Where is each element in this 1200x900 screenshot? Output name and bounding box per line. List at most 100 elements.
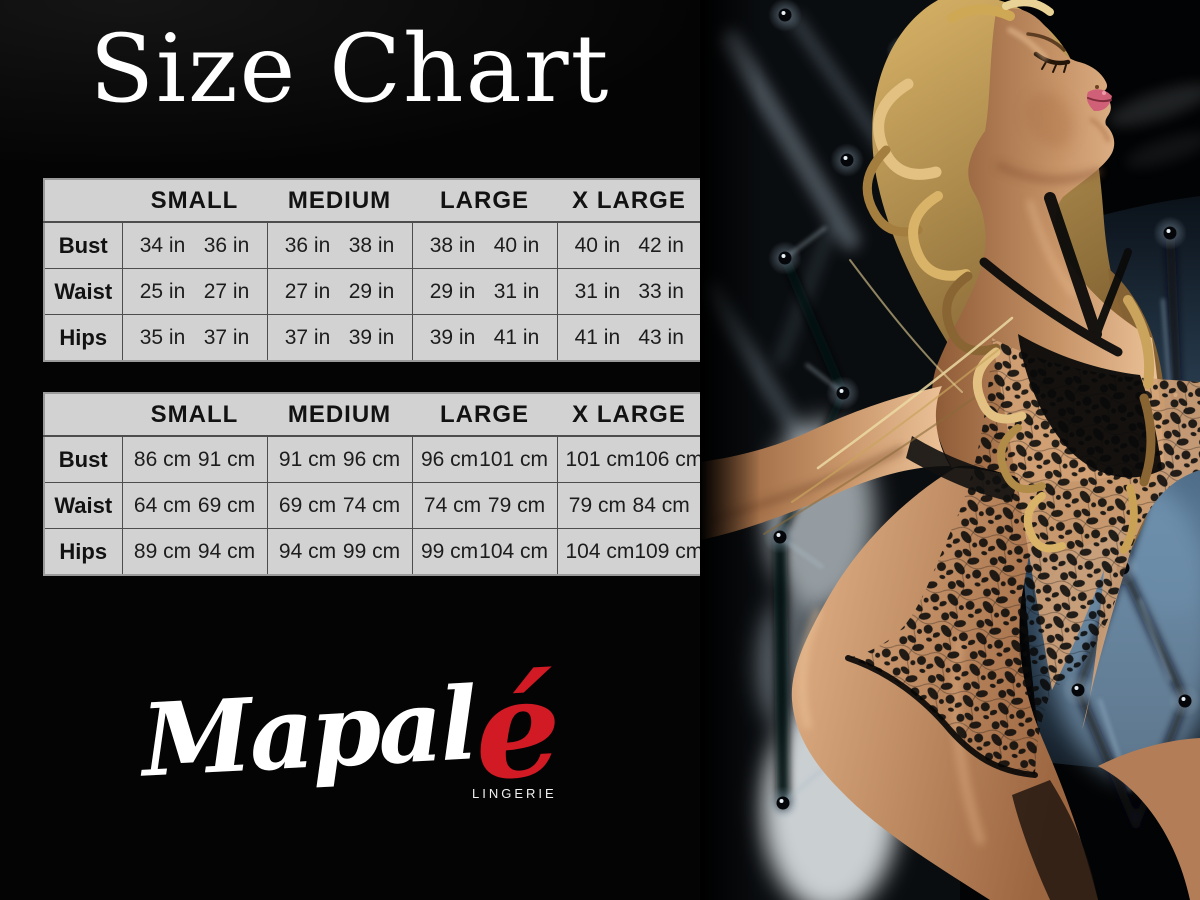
measurement-pair: 31 in 33 in	[558, 280, 702, 304]
size-col-header: SMALL	[122, 393, 267, 437]
measurement-value: 106 cm	[634, 447, 704, 471]
measurement-pair: 27 in 29 in	[268, 280, 412, 304]
measurement-pair: 64 cm 69 cm	[123, 494, 267, 518]
measurement-value: 36 in	[284, 233, 331, 257]
measurement-value: 74 cm	[342, 493, 401, 517]
measurement-cell: 91 cm 96 cm	[266, 435, 413, 483]
measurement-pair: 96 cm 101 cm	[413, 448, 557, 472]
measurement-value: 96 cm	[420, 447, 479, 471]
measurement-cell: 25 in 27 in	[121, 268, 268, 315]
nostril	[1095, 85, 1099, 89]
measurement-value: 39 in	[429, 325, 476, 349]
underbust-band	[906, 436, 1018, 502]
bra-cup	[1018, 334, 1162, 478]
row-label: Waist	[43, 482, 123, 529]
size-col-header: X LARGE	[557, 179, 702, 223]
header-row: SMALL MEDIUM LARGE X LARGE	[44, 179, 702, 223]
measurement-cell: 37 in 39 in	[266, 314, 413, 362]
measurement-cell: 40 in 42 in	[556, 221, 703, 269]
table-row: Bust 86 cm 91 cm 91 cm 96 cm 96 cm 101 cm 1…	[43, 435, 704, 483]
lace-edge	[845, 655, 1038, 778]
size-col-header: LARGE	[412, 393, 557, 437]
size-col-header: X LARGE	[557, 393, 702, 437]
measurement-pair: 38 in 40 in	[413, 234, 557, 258]
measurement-value: 40 in	[574, 233, 621, 257]
measurement-cell: 99 cm 104 cm	[411, 528, 558, 576]
table-row: Hips 35 in 37 in 37 in 39 in 39 in 41 in 41…	[43, 314, 703, 362]
measurement-value: 79 cm	[568, 493, 626, 517]
measurement-pair: 101 cm 106 cm	[558, 447, 704, 472]
hair-curls-front	[763, 0, 1156, 554]
leg-gap-shadow	[1012, 780, 1098, 900]
measurement-cell: 104 cm 109 cm	[556, 528, 704, 576]
chart-panel: Size Chart SMALL MEDIUM LARGE X LARGE Bu…	[0, 0, 703, 900]
table-row: Waist 25 in 27 in 27 in 29 in 29 in 31 in 3…	[43, 268, 703, 315]
brand-wordmark-main: Mapal	[138, 664, 478, 800]
measurement-pair: 86 cm 91 cm	[123, 448, 267, 472]
size-col-header: MEDIUM	[267, 393, 412, 437]
row-label: Bust	[43, 221, 123, 269]
measurement-value: 104 cm	[479, 539, 549, 563]
measurement-pair: 91 cm 96 cm	[268, 448, 412, 472]
measurement-pair: 34 in 36 in	[123, 234, 267, 258]
size-table-inches: SMALL MEDIUM LARGE X LARGE Bust 34 in 36 …	[43, 178, 703, 362]
closed-eye-lashes	[1033, 51, 1071, 66]
measurement-cell: 101 cm 106 cm	[556, 435, 704, 483]
measurement-value: 35 in	[139, 325, 186, 349]
measurement-pair: 35 in 37 in	[123, 326, 267, 350]
edge-fades	[700, 0, 1200, 900]
measurement-cell: 64 cm 69 cm	[121, 482, 268, 529]
row-label: Bust	[43, 435, 123, 483]
measurement-cell: 86 cm 91 cm	[121, 435, 268, 483]
measurement-cell: 36 in 38 in	[266, 221, 413, 269]
measurement-value: 91 cm	[278, 447, 337, 471]
measurement-value: 27 in	[203, 279, 250, 303]
measurement-pair: 25 in 27 in	[123, 280, 267, 304]
size-table-centimeters: SMALL MEDIUM LARGE X LARGE Bust 86 cm 91 …	[43, 392, 703, 576]
lace-bodysuit	[845, 192, 1200, 778]
measurement-value: 37 in	[203, 325, 250, 349]
measurement-value: 39 in	[348, 325, 395, 349]
measurement-cell: 79 cm 84 cm	[556, 482, 703, 529]
measurement-value: 31 in	[493, 279, 540, 303]
size-col-header: MEDIUM	[267, 179, 412, 223]
measurement-value: 89 cm	[133, 539, 192, 563]
measurement-pair: 79 cm 84 cm	[558, 494, 702, 518]
measurement-cell: 89 cm 94 cm	[121, 528, 268, 576]
measurement-pair: 104 cm 109 cm	[558, 539, 704, 564]
measurement-value: 25 in	[139, 279, 186, 303]
harness-straps	[979, 192, 1132, 357]
measurement-pair: 74 cm 79 cm	[413, 494, 557, 518]
measurement-value: 42 in	[638, 233, 684, 257]
measurement-value: 29 in	[348, 279, 395, 303]
rear-thigh-skin	[1098, 738, 1200, 900]
eyebrow	[1026, 32, 1066, 52]
measurement-value: 96 cm	[342, 447, 401, 471]
measurement-cell: 34 in 36 in	[121, 221, 268, 269]
measurement-value: 109 cm	[634, 539, 704, 563]
measurement-pair: 99 cm 104 cm	[413, 540, 557, 564]
measurement-value: 79 cm	[487, 493, 546, 517]
measurement-value: 41 in	[574, 325, 621, 349]
measurement-pair: 37 in 39 in	[268, 326, 412, 350]
measurement-value: 94 cm	[197, 539, 256, 563]
measurement-value: 43 in	[638, 325, 684, 349]
measurement-value: 34 in	[139, 233, 186, 257]
model-photo	[700, 0, 1200, 900]
measurement-value: 104 cm	[565, 539, 635, 563]
table-row: Hips 89 cm 94 cm 94 cm 99 cm 99 cm 104 cm 1…	[43, 528, 704, 576]
measurement-value: 38 in	[348, 233, 395, 257]
header-row: SMALL MEDIUM LARGE X LARGE	[44, 393, 702, 437]
measurement-cell: 35 in 37 in	[121, 314, 268, 362]
measurement-value: 101 cm	[479, 447, 549, 471]
photo-panel	[700, 0, 1200, 900]
measurement-cell: 39 in 41 in	[411, 314, 558, 362]
measurement-value: 41 in	[493, 325, 540, 349]
table-row: Waist 64 cm 69 cm 69 cm 74 cm 74 cm 79 cm 7…	[43, 482, 703, 529]
measurement-value: 74 cm	[423, 493, 482, 517]
measurement-pair: 39 in 41 in	[413, 326, 557, 350]
measurement-pair: 29 in 31 in	[413, 280, 557, 304]
face-details	[1007, 27, 1112, 149]
brand-tagline: LINGERIE	[472, 786, 557, 801]
